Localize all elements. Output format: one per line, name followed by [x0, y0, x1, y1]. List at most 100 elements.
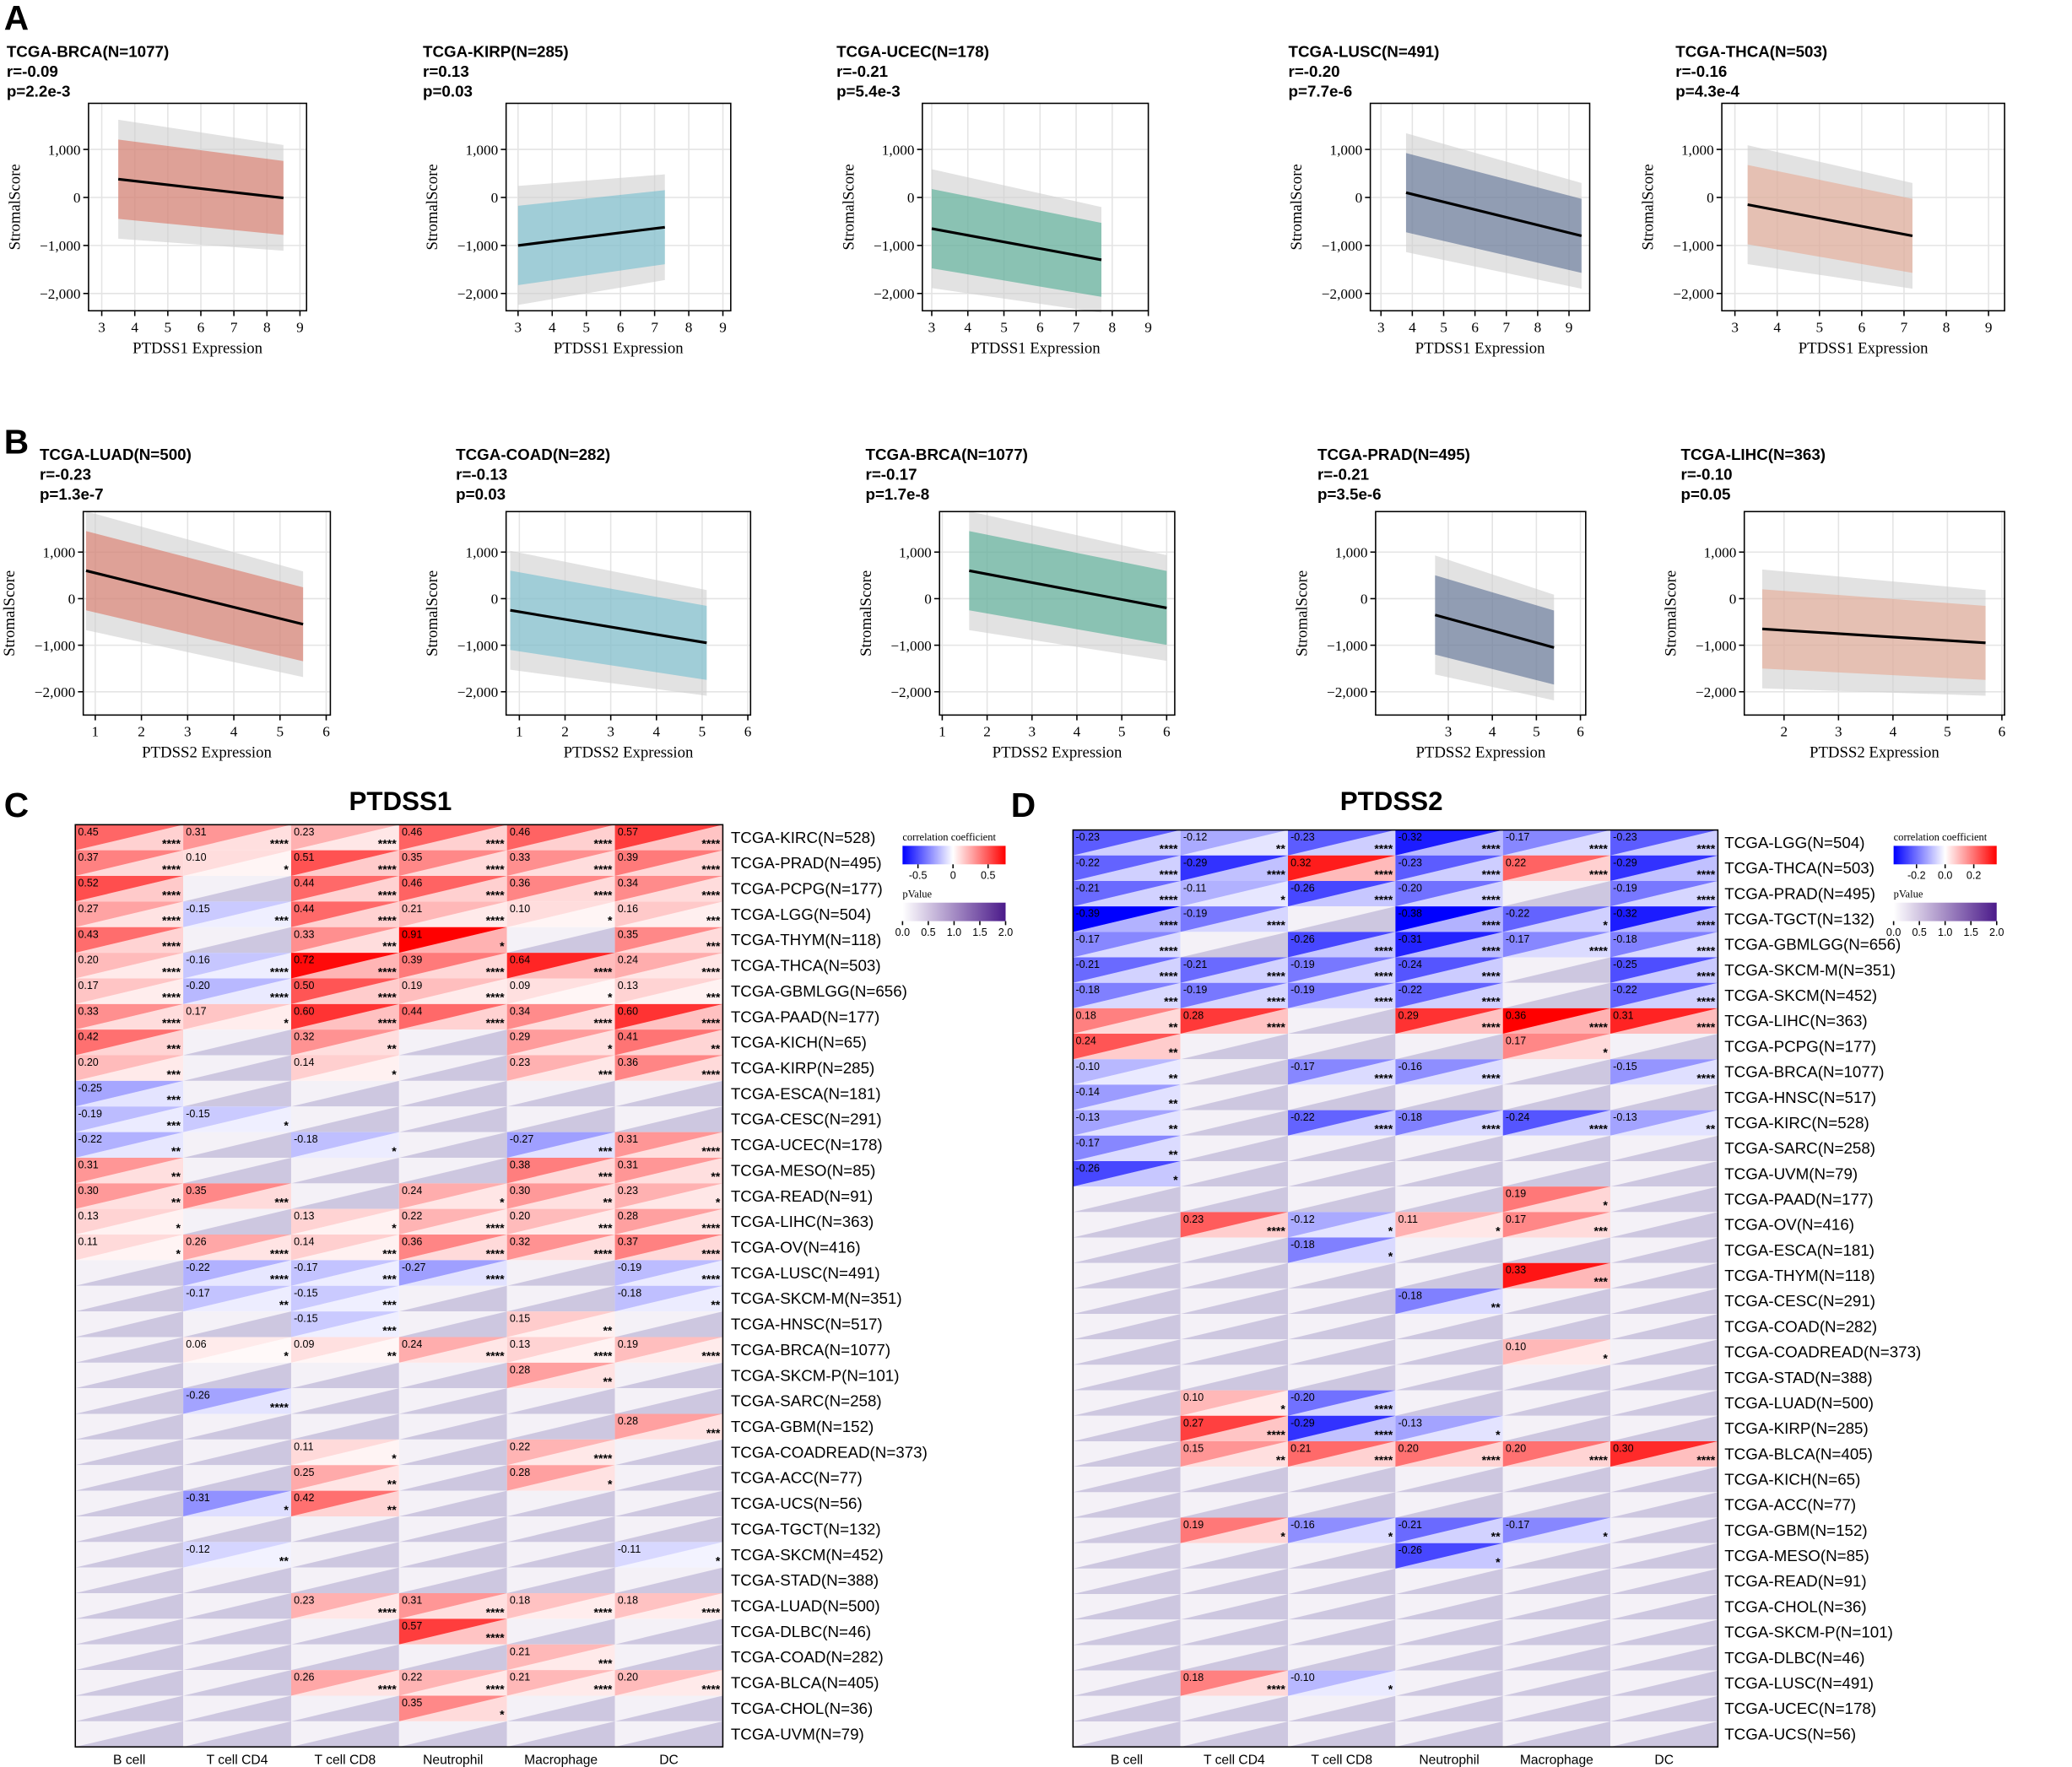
row-label: TCGA-THYM(N=118): [1724, 1267, 1875, 1284]
cell-pvalue: [1288, 829, 1396, 856]
row-label: TCGA-ACC(N=77): [1724, 1496, 1856, 1514]
cell-pvalue: [1395, 1467, 1503, 1493]
cell-stars: *: [1388, 1683, 1393, 1696]
cell-stars: ***: [598, 1067, 613, 1081]
cell-correlation: [506, 1311, 615, 1337]
cell-correlation: [1288, 855, 1396, 881]
cell-value-label: -0.19: [78, 1108, 102, 1120]
cell-stars: **: [1169, 1020, 1178, 1034]
cell-stars: *: [1388, 1250, 1393, 1263]
cell-value-label: 0.45: [78, 826, 98, 838]
cell-correlation: [290, 1055, 399, 1081]
row-label: TCGA-BRCA(N=1077): [731, 1341, 890, 1359]
cell-value-label: 0.44: [294, 878, 314, 889]
cell-correlation: [1502, 1415, 1611, 1441]
column-label: T cell CD4: [1204, 1753, 1265, 1767]
row-label: TCGA-BRCA(N=1077): [1724, 1063, 1884, 1081]
cell-correlation: [506, 1235, 615, 1261]
cell-pvalue: [1610, 1110, 1718, 1136]
cell-correlation: [398, 1157, 507, 1184]
cell-stars: ****: [486, 965, 505, 978]
cell-pvalue: [1073, 1237, 1181, 1263]
cell-pvalue: [183, 1337, 291, 1363]
x-tick-label: 5: [276, 723, 284, 739]
row-label: TCGA-ESCA(N=181): [731, 1084, 881, 1102]
cell-pvalue: [1288, 1364, 1396, 1391]
cell-correlation: [183, 1542, 291, 1568]
cell-correlation: [1288, 1262, 1396, 1289]
cell-correlation: [1073, 1160, 1181, 1187]
cell-stars: ****: [162, 965, 181, 978]
cell-stars: *: [284, 1503, 289, 1516]
cell-correlation: [1610, 855, 1718, 881]
cell-correlation: [1073, 829, 1181, 856]
cell-correlation: [1502, 1288, 1611, 1315]
cell-value-label: -0.29: [1290, 1417, 1315, 1429]
x-tick-label: 5: [1815, 319, 1823, 335]
cell-pvalue: [1610, 1390, 1718, 1416]
cell-stars: **: [1169, 1148, 1178, 1161]
cell-stars: ****: [1696, 1020, 1715, 1034]
cell-correlation: [183, 953, 291, 979]
cell-pvalue: [614, 1208, 723, 1235]
cell-stars: ****: [162, 939, 181, 953]
cell-stars: ****: [594, 965, 613, 978]
cell-correlation: [1395, 1314, 1503, 1340]
row-label: TCGA-PAAD(N=177): [1724, 1191, 1873, 1208]
colorbar-tick-label: 0: [950, 870, 956, 882]
cell-stars: ***: [598, 1170, 613, 1183]
cell-pvalue: [1502, 1415, 1611, 1441]
y-tick-label: −2,000: [1673, 286, 1713, 302]
y-axis-label: StromalScore: [1662, 570, 1680, 657]
cell-value-label: 0.11: [1398, 1213, 1417, 1225]
cell-pvalue: [1180, 1492, 1289, 1518]
cell-pvalue: [75, 1567, 184, 1594]
cell-value-label: 0.10: [510, 903, 530, 915]
y-tick-label: 0: [1707, 190, 1714, 206]
cell-stars: ****: [1482, 1071, 1501, 1084]
cell-stars: ****: [1267, 918, 1285, 932]
cell-stars: *: [176, 1246, 181, 1260]
cell-pvalue: [1502, 1186, 1611, 1213]
cell-correlation: [398, 1542, 507, 1568]
cell-correlation: [1288, 1467, 1396, 1493]
cell-stars: ****: [1589, 842, 1608, 856]
x-tick-label: 4: [1773, 319, 1781, 335]
cell-stars: ****: [1160, 918, 1178, 932]
cell-correlation: [183, 850, 291, 877]
cell-correlation: [614, 1413, 723, 1440]
cell-correlation: [614, 927, 723, 954]
cell-value-label: 0.26: [294, 1672, 314, 1683]
cell-stars: **: [279, 1554, 289, 1568]
y-tick-label: 1,000: [1681, 142, 1714, 158]
cell-value-label: -0.31: [1398, 933, 1422, 945]
x-tick-label: 6: [1577, 723, 1584, 739]
cell-pvalue: [75, 1311, 184, 1337]
cell-pvalue: [1610, 1084, 1718, 1110]
cell-pvalue: [1395, 1364, 1503, 1391]
x-tick-label: 7: [230, 319, 238, 335]
cell-correlation: [1288, 1135, 1396, 1161]
y-tick-label: −1,000: [874, 238, 914, 254]
cell-correlation: [290, 1157, 399, 1184]
cell-value-label: 0.19: [402, 980, 422, 992]
cell-pvalue: [1180, 1594, 1289, 1620]
cell-pvalue: [1502, 932, 1611, 958]
cell-stars: ***: [706, 939, 721, 953]
cell-pvalue: [1502, 1262, 1611, 1289]
cell-pvalue: [1073, 1517, 1181, 1543]
cell-pvalue: [183, 1003, 291, 1030]
cell-pvalue: [75, 1516, 184, 1543]
cell-correlation: [75, 1542, 184, 1568]
x-tick-label: 1: [516, 723, 523, 739]
cell-pvalue: [1502, 1008, 1611, 1035]
cell-stars: *: [1173, 1173, 1178, 1186]
cell-stars: **: [711, 1041, 720, 1055]
cell-value-label: -0.18: [1075, 984, 1100, 996]
cell-value-label: 0.16: [618, 903, 638, 915]
cell-pvalue: [75, 850, 184, 877]
cell-correlation: [1502, 855, 1611, 881]
cell-correlation: [75, 1157, 184, 1184]
panel-label: A: [4, 0, 29, 37]
colorbar-tick-label: 0.0: [895, 927, 910, 938]
